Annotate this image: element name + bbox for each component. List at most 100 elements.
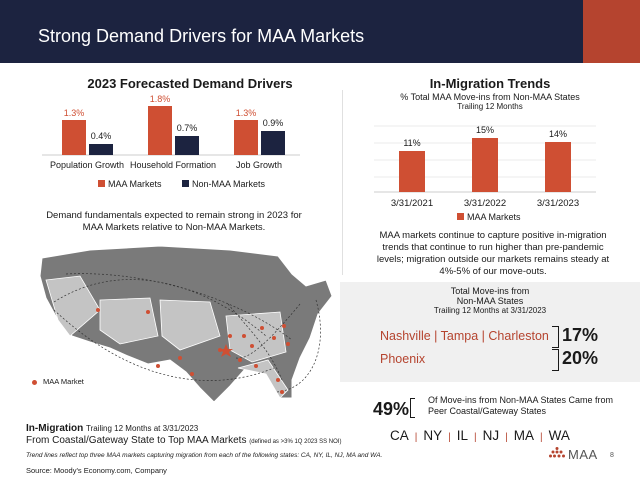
migration-chart: 11% 15% 14% 3/31/2021 3/31/2022 3/31/202… bbox=[374, 125, 596, 222]
market-dot bbox=[250, 344, 254, 348]
state-nj: NJ bbox=[482, 428, 500, 443]
market-dot bbox=[276, 378, 280, 382]
migration-line bbox=[227, 303, 283, 381]
map-caption-main: From Coastal/Gateway State to Top MAA Ma… bbox=[26, 435, 247, 446]
label-population-maa: 1.3% bbox=[64, 108, 85, 118]
bar-2021 bbox=[399, 151, 425, 192]
gateway-pct: 49% bbox=[373, 399, 410, 419]
label-household-maa: 1.8% bbox=[150, 94, 171, 104]
gateway-text-line2: Peer Coastal/Gateway States bbox=[428, 406, 547, 416]
demand-chart-title: 2023 Forecasted Demand Drivers bbox=[87, 76, 293, 91]
state-ca: CA bbox=[390, 428, 409, 443]
bar-household-maa bbox=[148, 106, 172, 155]
legend-non-maa: Non-MAA Markets bbox=[192, 179, 266, 189]
market-dot bbox=[190, 372, 194, 376]
bar-2023 bbox=[545, 142, 571, 192]
state-region bbox=[159, 299, 221, 351]
market-dot bbox=[280, 390, 284, 394]
migration-line bbox=[275, 299, 321, 393]
state-region bbox=[99, 297, 159, 345]
panel-row1-bracket bbox=[552, 326, 559, 348]
label-2021: 11% bbox=[403, 138, 420, 148]
tick-2021: 3/31/2021 bbox=[391, 198, 433, 209]
bar-job-maa bbox=[234, 120, 258, 155]
state-separator: | bbox=[414, 432, 418, 443]
panel-row1-pct: 17% bbox=[562, 325, 599, 345]
tick-population-growth: Population Growth bbox=[50, 160, 124, 170]
state-separator: | bbox=[505, 432, 508, 443]
panel-row2-bracket bbox=[552, 349, 559, 371]
state-ma: MA bbox=[513, 428, 534, 443]
legend-maa: MAA Markets bbox=[108, 179, 162, 189]
panel-subtitle: Trailing 12 Months at 3/31/2023 bbox=[433, 306, 547, 315]
state-separator: | bbox=[474, 432, 477, 443]
state-region bbox=[237, 359, 289, 399]
market-dot bbox=[286, 342, 290, 346]
bar-population-non-maa bbox=[89, 144, 113, 155]
state-region bbox=[225, 311, 287, 363]
bar-job-non-maa bbox=[261, 131, 285, 155]
divider bbox=[342, 90, 343, 275]
headquarters-star-icon bbox=[219, 344, 233, 357]
state-wa: WA bbox=[548, 428, 570, 443]
label-household-non-maa: 0.7% bbox=[177, 123, 198, 133]
panel-row2-pct: 20% bbox=[562, 348, 599, 368]
legend-swatch-migration bbox=[457, 213, 464, 220]
source-note: Source: Moody's Economy.com, Company bbox=[26, 466, 167, 475]
map-caption-note: (defined as >3% 1Q 2023 SS NOI) bbox=[249, 439, 342, 445]
state-ny: NY bbox=[423, 428, 443, 443]
map-legend-label: MAA Market bbox=[43, 377, 84, 386]
market-dot bbox=[238, 358, 242, 362]
label-job-maa: 1.3% bbox=[236, 108, 257, 118]
tick-job-growth: Job Growth bbox=[236, 160, 282, 170]
panel-row2-city: Phoenix bbox=[380, 352, 426, 366]
market-dot bbox=[254, 364, 258, 368]
label-job-non-maa: 0.9% bbox=[263, 118, 284, 128]
demand-description: Demand fundamentals expected to remain s… bbox=[46, 210, 302, 233]
tick-household-formation: Household Formation bbox=[130, 160, 216, 170]
market-dot bbox=[260, 326, 264, 330]
market-dot bbox=[242, 334, 246, 338]
maa-logo-icon bbox=[549, 447, 565, 458]
label-2022: 15% bbox=[476, 125, 494, 135]
migration-line bbox=[53, 309, 275, 381]
gateway-states: CA | NY | IL | NJ | MA | WA bbox=[390, 428, 570, 443]
bar-2022 bbox=[472, 138, 498, 192]
label-population-non-maa: 0.4% bbox=[91, 131, 112, 141]
header-bar bbox=[0, 0, 640, 63]
market-dot bbox=[96, 308, 100, 312]
label-2023: 14% bbox=[549, 129, 567, 139]
market-dot bbox=[272, 336, 276, 340]
market-dot bbox=[282, 324, 286, 328]
state-separator: | bbox=[539, 432, 543, 443]
map-caption-line1: In-Migration Trailing 12 Months at 3/31/… bbox=[26, 423, 198, 434]
legend-swatch-non-maa bbox=[182, 180, 189, 187]
migration-description: MAA markets continue to capture positive… bbox=[376, 230, 610, 277]
market-dot bbox=[146, 310, 150, 314]
legend-migration: MAA Markets bbox=[467, 212, 521, 222]
tick-2023: 3/31/2023 bbox=[537, 198, 579, 209]
market-dot bbox=[156, 364, 160, 368]
moveins-panel bbox=[340, 282, 640, 382]
migration-line bbox=[53, 279, 267, 337]
map-caption-line2: From Coastal/Gateway State to Top MAA Ma… bbox=[26, 435, 341, 446]
map-caption-bold: In-Migration bbox=[26, 423, 84, 434]
market-dot bbox=[228, 334, 232, 338]
us-migration-map bbox=[39, 245, 333, 403]
footnote: Trend lines reflect top three MAA market… bbox=[26, 452, 383, 459]
gateway-bracket bbox=[410, 398, 415, 418]
tick-2022: 3/31/2022 bbox=[464, 198, 506, 209]
map-legend-dot bbox=[32, 380, 37, 385]
market-dot bbox=[178, 356, 182, 360]
demand-chart: 1.3% 0.4% 1.8% 0.7% 1.3% 0.9% Population… bbox=[42, 94, 300, 189]
state-separator: | bbox=[448, 432, 451, 443]
bar-population-maa bbox=[62, 120, 86, 155]
page-title: Strong Demand Drivers for MAA Markets bbox=[38, 26, 365, 46]
migration-chart-title: In-Migration Trends bbox=[429, 76, 551, 91]
panel-title-line2: Non-MAA States bbox=[456, 296, 524, 306]
panel-row1-cities: Nashville | Tampa | Charleston bbox=[380, 329, 549, 343]
maa-logo-text: MAA bbox=[568, 447, 598, 462]
bar-household-non-maa bbox=[175, 136, 199, 155]
gateway-text-line1: Of Move-ins from Non-MAA States Came fro… bbox=[428, 395, 614, 405]
header-accent bbox=[583, 0, 640, 63]
